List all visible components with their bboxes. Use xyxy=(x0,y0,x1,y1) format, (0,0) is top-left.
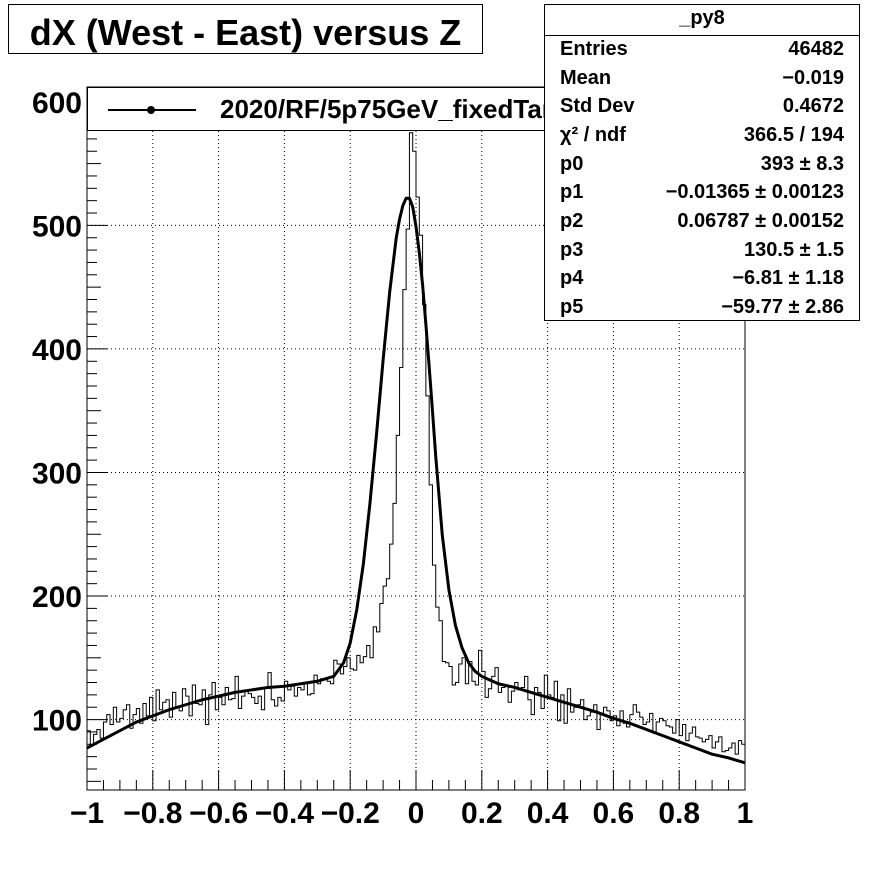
stats-box: _py8 Entries 46482 Mean −0.019 Std Dev 0… xyxy=(544,4,860,321)
histogram-series xyxy=(87,132,745,755)
stats-name: _py8 xyxy=(679,7,725,29)
stats-label: p1 xyxy=(560,181,584,203)
stats-label: p5 xyxy=(560,296,584,318)
x-tick-label: −0.4 xyxy=(255,797,315,830)
stats-label: p3 xyxy=(560,239,584,261)
stats-row-entries: Entries 46482 xyxy=(560,38,844,64)
stats-label: Mean xyxy=(560,67,612,89)
stats-label: p0 xyxy=(560,153,584,175)
chart-title: dX (West - East) versus Z xyxy=(29,12,462,53)
x-tick-label: 0.6 xyxy=(593,797,635,830)
stats-value: 130.5 ± 1.5 xyxy=(744,239,844,261)
y-tick-label: 600 xyxy=(32,87,82,120)
y-tick-label: 300 xyxy=(32,457,82,490)
x-tick-label: 0.4 xyxy=(527,797,569,830)
legend: 2020/RF/5p75GeV_fixedTarget xyxy=(87,87,614,131)
title-box: dX (West - East) versus Z xyxy=(8,4,483,54)
stats-value: 46482 xyxy=(788,38,844,60)
stats-value: 366.5 / 194 xyxy=(743,124,844,146)
stats-label: p2 xyxy=(560,210,584,232)
y-tick-label: 100 xyxy=(32,705,82,738)
stats-divider xyxy=(545,35,859,36)
stats-row-p0: p0 393 ± 8.3 xyxy=(560,153,844,179)
stats-value: −6.81 ± 1.18 xyxy=(732,267,844,289)
tick-labels: −1 −0.8 −0.6 −0.4 −0.2 0 0.2 0.4 0.6 0.8 1 100 200 30… xyxy=(32,87,753,830)
x-tick-label: 0.8 xyxy=(658,797,700,830)
histogram-layer xyxy=(87,132,745,755)
stats-row-stddev: Std Dev 0.4672 xyxy=(560,95,844,121)
stats-row-p5: p5 −59.77 ± 2.86 xyxy=(560,296,844,322)
fit-curve xyxy=(86,196,746,765)
stats-row-p4: p4 −6.81 ± 1.18 xyxy=(560,267,844,293)
x-tick-label: 0 xyxy=(408,797,425,830)
stats-value: 0.4672 xyxy=(782,95,844,117)
stats-label: Std Dev xyxy=(560,95,635,117)
stats-label: p4 xyxy=(560,267,584,289)
stats-value: −0.01365 ± 0.00123 xyxy=(665,181,844,203)
stats-label: Entries xyxy=(560,38,628,60)
x-tick-label: −0.2 xyxy=(321,797,380,830)
x-tick-label: −0.8 xyxy=(123,797,182,830)
x-tick-label: 0.2 xyxy=(461,797,503,830)
legend-marker xyxy=(147,106,155,114)
stats-value: −59.77 ± 2.86 xyxy=(721,296,844,318)
x-tick-label: −0.6 xyxy=(189,797,248,830)
stats-row-mean: Mean −0.019 xyxy=(560,67,844,93)
x-tick-label: 1 xyxy=(737,797,754,830)
y-tick-label: 400 xyxy=(32,334,82,367)
y-tick-label: 500 xyxy=(32,210,82,243)
stats-value: 393 ± 8.3 xyxy=(760,153,844,175)
stats-value: −0.019 xyxy=(782,67,844,89)
y-tick-label: 200 xyxy=(32,581,82,614)
stats-row-chi2: χ² / ndf 366.5 / 194 xyxy=(560,124,844,150)
stats-row-p1: p1 −0.01365 ± 0.00123 xyxy=(560,181,844,207)
stats-row-p3: p3 130.5 ± 1.5 xyxy=(560,239,844,265)
stats-value: 0.06787 ± 0.00152 xyxy=(677,210,844,232)
x-tick-label: −1 xyxy=(70,797,104,830)
legend-entry: 2020/RF/5p75GeV_fixedTarget xyxy=(220,94,591,124)
stats-label: χ² / ndf xyxy=(560,124,626,146)
stats-row-p2: p2 0.06787 ± 0.00152 xyxy=(560,210,844,236)
fit-curve-layer xyxy=(86,196,746,765)
